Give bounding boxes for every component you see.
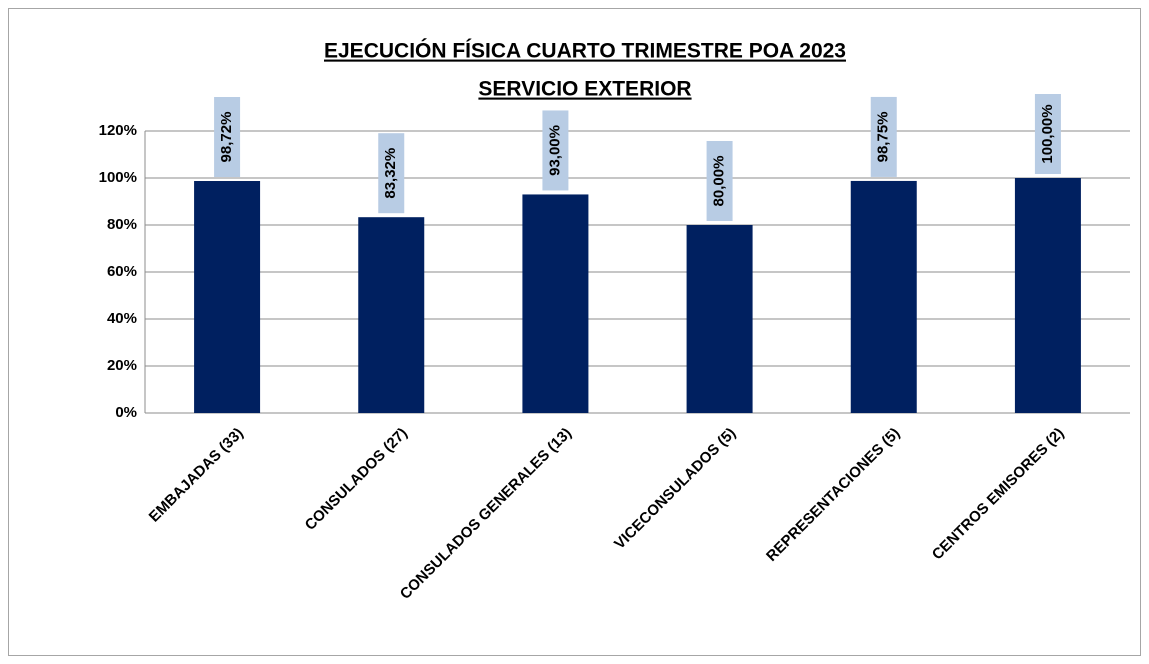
bar bbox=[358, 217, 425, 413]
bar bbox=[1014, 178, 1081, 413]
bar bbox=[686, 225, 753, 413]
chart-title: EJECUCIÓN FÍSICA CUARTO TRIMESTRE POA 20… bbox=[324, 39, 846, 63]
bar bbox=[194, 181, 261, 413]
y-tick-label: 20% bbox=[107, 357, 137, 374]
bar bbox=[522, 194, 589, 413]
label-box bbox=[378, 133, 405, 214]
data-label: 80,00% bbox=[711, 156, 728, 207]
y-tick-label: 100% bbox=[99, 169, 137, 186]
label-box bbox=[870, 96, 897, 177]
label-box bbox=[706, 141, 733, 221]
y-tick-label: 0% bbox=[115, 404, 137, 421]
label-box bbox=[1034, 94, 1061, 174]
data-label: 98,75% bbox=[875, 112, 892, 163]
data-label: 100,00% bbox=[1039, 104, 1056, 163]
data-label: 83,32% bbox=[382, 148, 399, 199]
chart-subtitle: SERVICIO EXTERIOR bbox=[478, 78, 691, 101]
bar bbox=[850, 180, 917, 413]
label-box bbox=[214, 97, 241, 178]
data-label: 98,72% bbox=[218, 112, 235, 163]
y-tick-label: 120% bbox=[99, 122, 137, 139]
data-label: 93,00% bbox=[546, 125, 563, 176]
y-tick-label: 60% bbox=[107, 263, 137, 280]
label-box bbox=[542, 110, 569, 191]
y-tick-label: 80% bbox=[107, 216, 137, 233]
y-tick-label: 40% bbox=[107, 310, 137, 327]
